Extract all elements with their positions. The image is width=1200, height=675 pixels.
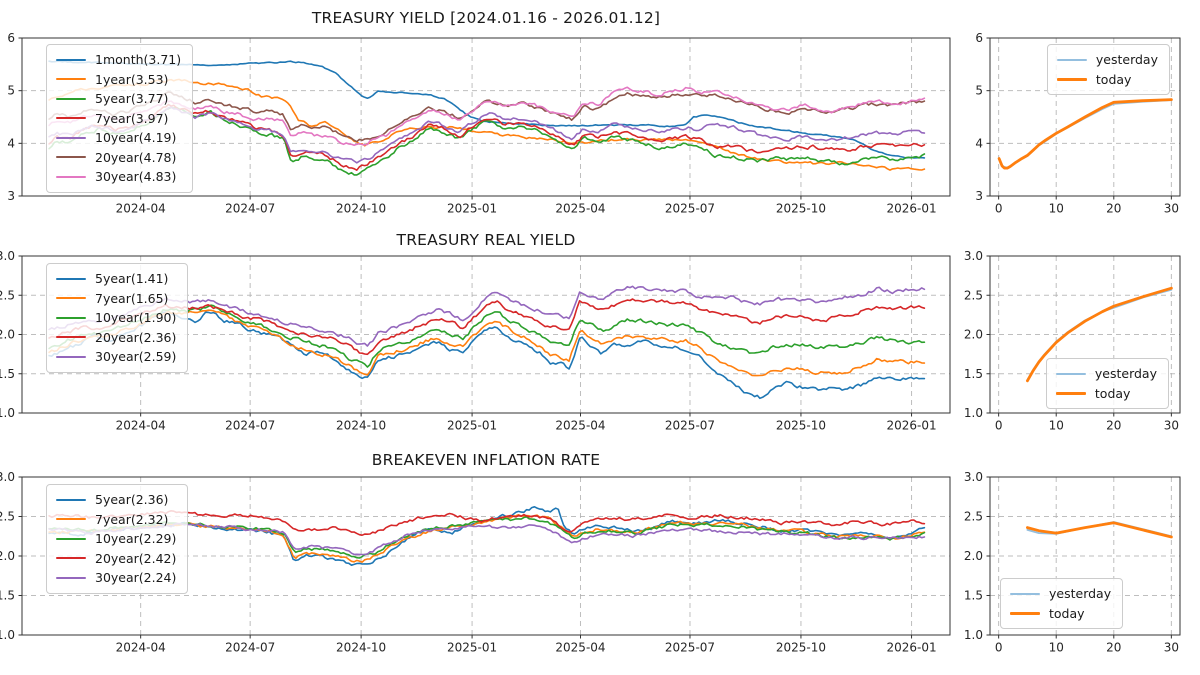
x-tick-label: 2026-01 xyxy=(886,419,936,433)
x-tick-label: 2024-04 xyxy=(116,641,166,655)
y-tick-label: 6 xyxy=(975,31,983,45)
treasury-real-yield-history-line-5year-1-41- xyxy=(48,311,926,400)
y-tick-label: 2.0 xyxy=(964,328,983,342)
y-tick-label: 1.5 xyxy=(0,367,15,381)
y-tick-label: 1.0 xyxy=(0,406,15,420)
x-tick-label: 2024-10 xyxy=(336,202,386,216)
y-tick-label: 1.5 xyxy=(0,589,15,603)
treasury-yield-history-line-5year-3-77- xyxy=(48,106,926,176)
x-tick-label: 2025-01 xyxy=(447,202,497,216)
y-tick-label: 4 xyxy=(975,136,983,150)
breakeven-inflation-curve-line-today xyxy=(1026,521,1173,539)
breakeven-inflation-history-line-5year-2-36- xyxy=(48,506,926,566)
x-tick-label: 2025-10 xyxy=(776,419,826,433)
y-tick-label: 3.0 xyxy=(964,249,983,263)
breakeven-inflation-curve-series xyxy=(1026,521,1173,539)
x-tick-label: 2024-07 xyxy=(225,641,275,655)
treasury-yield-curve-line-today xyxy=(997,98,1173,170)
y-tick-label: 1.5 xyxy=(964,589,983,603)
treasury-real-yield-history-line-7year-1-65- xyxy=(48,309,926,377)
treasury-yield-curve-series xyxy=(997,98,1173,170)
x-tick-label: 2025-01 xyxy=(447,641,497,655)
treasury-yield-history-line-7year-3-97- xyxy=(48,103,926,171)
y-tick-label: 2.5 xyxy=(0,510,15,524)
x-tick-label: 2024-10 xyxy=(336,641,386,655)
treasury-real-yield-history-line-10year-1-90- xyxy=(48,304,926,368)
chart-title-breakeven-inflation: BREAKEVEN INFLATION RATE xyxy=(371,451,601,469)
x-tick-label: 2025-10 xyxy=(776,202,826,216)
y-tick-label: 6 xyxy=(7,31,15,45)
x-tick-label: 2024-07 xyxy=(225,202,275,216)
y-tick-label: 1.0 xyxy=(964,628,983,642)
y-tick-label: 3.0 xyxy=(0,470,15,484)
x-tick-label: 2024-04 xyxy=(116,202,166,216)
y-tick-label: 2.0 xyxy=(0,328,15,342)
y-tick-label: 2.0 xyxy=(0,549,15,563)
x-tick-label: 30 xyxy=(1164,419,1179,433)
treasury-yield-history-line-30year-4-83- xyxy=(48,86,926,147)
x-tick-label: 0 xyxy=(995,202,1003,216)
y-tick-label: 1.0 xyxy=(0,628,15,642)
x-tick-label: 2025-04 xyxy=(555,419,605,433)
x-tick-label: 2025-10 xyxy=(776,641,826,655)
x-tick-label: 20 xyxy=(1106,202,1121,216)
treasury-real-yield-curve-series xyxy=(1026,286,1173,383)
treasury-yield-curve-plot-border xyxy=(989,37,1181,197)
y-tick-label: 4 xyxy=(7,136,15,150)
x-tick-label: 2025-07 xyxy=(665,202,715,216)
y-tick-label: 5 xyxy=(975,84,983,98)
y-tick-label: 2.0 xyxy=(964,549,983,563)
y-tick-label: 1.5 xyxy=(964,367,983,381)
x-tick-label: 2026-01 xyxy=(886,641,936,655)
y-tick-label: 2.5 xyxy=(964,510,983,524)
x-tick-label: 20 xyxy=(1106,419,1121,433)
treasury-real-yield-history-series xyxy=(48,285,926,400)
x-tick-label: 2024-07 xyxy=(225,419,275,433)
x-tick-label: 0 xyxy=(995,419,1003,433)
x-tick-label: 2025-07 xyxy=(665,641,715,655)
y-tick-label: 1.0 xyxy=(964,406,983,420)
treasury-yield-history-line-1year-3-53- xyxy=(48,78,926,171)
treasury-real-yield-curve-line-today xyxy=(1026,286,1173,383)
breakeven-inflation-history-line-30year-2-24- xyxy=(48,522,926,556)
y-tick-label: 2.5 xyxy=(0,288,15,302)
y-tick-label: 3.0 xyxy=(964,470,983,484)
breakeven-inflation-history-line-20year-2-42- xyxy=(48,510,926,536)
treasury-real-yield-history-line-30year-2-59- xyxy=(48,285,926,347)
x-tick-label: 30 xyxy=(1164,202,1179,216)
y-tick-label: 3 xyxy=(7,189,15,203)
x-tick-label: 10 xyxy=(1049,419,1064,433)
x-tick-label: 20 xyxy=(1106,641,1121,655)
x-tick-label: 10 xyxy=(1049,202,1064,216)
treasury-yield-history-line-20year-4-78- xyxy=(48,91,926,143)
x-tick-label: 2025-07 xyxy=(665,419,715,433)
x-tick-label: 30 xyxy=(1164,641,1179,655)
y-tick-label: 2.5 xyxy=(964,288,983,302)
y-tick-label: 5 xyxy=(7,84,15,98)
x-tick-label: 10 xyxy=(1049,641,1064,655)
treasury-yield-history-series xyxy=(48,60,926,176)
x-tick-label: 2025-04 xyxy=(555,641,605,655)
breakeven-inflation-history-series xyxy=(48,506,926,566)
y-tick-label: 3 xyxy=(975,189,983,203)
y-tick-label: 3.0 xyxy=(0,249,15,263)
chart-title-treasury-yield: TREASURY YIELD [2024.01.16 - 2026.01.12] xyxy=(311,9,661,27)
x-tick-label: 2024-04 xyxy=(116,419,166,433)
x-tick-label: 2024-10 xyxy=(336,419,386,433)
x-tick-label: 0 xyxy=(995,641,1003,655)
treasury-yield-history-plot-border xyxy=(21,37,951,197)
chart-title-treasury-real-yield: TREASURY REAL YIELD xyxy=(396,231,576,249)
x-tick-label: 2025-04 xyxy=(555,202,605,216)
x-tick-label: 2025-01 xyxy=(447,419,497,433)
x-tick-label: 2026-01 xyxy=(886,202,936,216)
treasury-real-yield-history-line-20year-2-36- xyxy=(48,298,926,356)
treasury-yield-history-line-10year-4-19- xyxy=(48,106,926,164)
